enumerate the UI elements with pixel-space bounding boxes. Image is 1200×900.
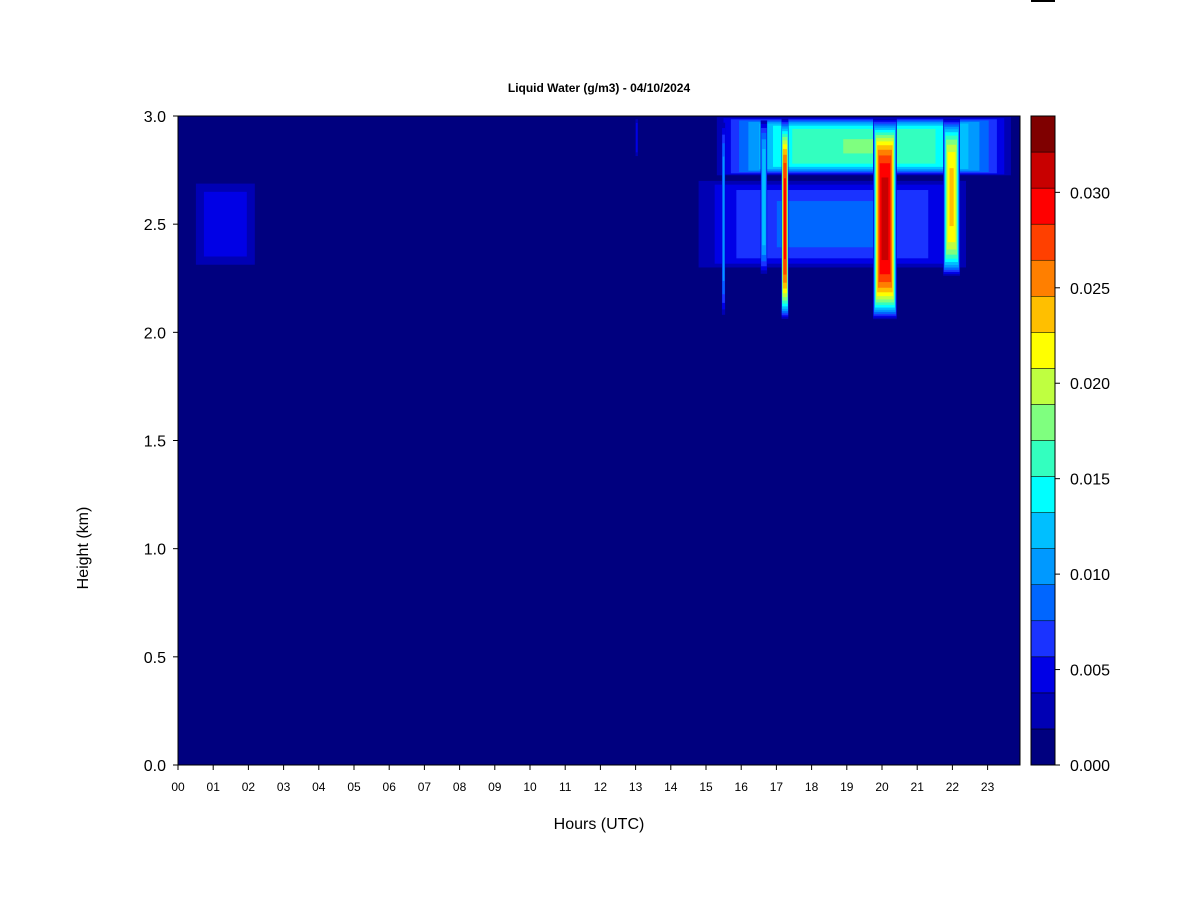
- x-tick-label: 09: [488, 780, 502, 794]
- x-tick-label: 07: [418, 780, 432, 794]
- colorbar-segment: [1030, 584, 1056, 622]
- colorbar-segment: [1030, 115, 1056, 153]
- colorbar-segment: [1030, 548, 1056, 585]
- x-axis-label: Hours (UTC): [554, 816, 645, 833]
- colorbar: 0.000 0.005 0.010 0.015 0.020 0.025 0.030: [1030, 115, 1110, 775]
- y-axis-label: Height (km): [75, 507, 92, 590]
- colorbar-segment: [1030, 656, 1056, 694]
- colorbar-segment: [1030, 368, 1056, 405]
- x-tick-label: 03: [277, 780, 291, 794]
- x-tick-label: 23: [981, 780, 995, 794]
- x-tick-label: 08: [453, 780, 467, 794]
- x-tick-label: 02: [242, 780, 256, 794]
- x-tick-label: 01: [207, 780, 221, 794]
- y-tick-label: 0.0: [144, 758, 166, 775]
- corner-mark: [1031, 0, 1055, 2]
- colorbar-segment: [1030, 620, 1056, 658]
- colorbar-segment: [1030, 187, 1056, 225]
- x-tick-label: 17: [770, 780, 784, 794]
- x-tick-label: 19: [840, 780, 854, 794]
- x-tick-label: 16: [735, 780, 749, 794]
- x-axis: 00 01 02 03 04 05 06 07 08 09 10 11 12 13 14 15 16 17 18 19…: [171, 765, 995, 794]
- chart-title: Liquid Water (g/m3) - 04/10/2024: [508, 81, 691, 95]
- colorbar-segment: [1030, 223, 1056, 261]
- heatmap-cell: [635, 122, 638, 153]
- x-tick-label: 22: [946, 780, 960, 794]
- colorbar-segment: [1030, 728, 1056, 766]
- colorbar-segment: [1030, 404, 1056, 441]
- heatmap-cell: [783, 178, 786, 260]
- x-tick-label: 11: [559, 780, 572, 794]
- heatmap-cell: [881, 177, 889, 261]
- colorbar-tick-label: 0.030: [1070, 185, 1110, 202]
- y-tick-label: 1.0: [144, 542, 166, 559]
- x-tick-label: 20: [875, 780, 889, 794]
- x-tick-label: 14: [664, 780, 678, 794]
- colorbar-segment: [1030, 296, 1056, 333]
- plot-area: [177, 115, 1021, 766]
- y-tick-label: 2.0: [144, 325, 166, 342]
- x-tick-label: 00: [171, 780, 185, 794]
- heatmap-cell: [203, 191, 247, 257]
- colorbar-segment: [1030, 440, 1056, 477]
- colorbar-tick-label: 0.005: [1070, 663, 1110, 680]
- x-tick-label: 15: [699, 780, 713, 794]
- colorbar-segment: [1030, 512, 1056, 549]
- y-tick-label: 0.5: [144, 650, 166, 667]
- y-axis: 0.0 0.5 1.0 1.5 2.0 2.5 3.0: [144, 109, 178, 775]
- heatmap-cell: [776, 201, 888, 248]
- x-tick-label: 13: [629, 780, 643, 794]
- y-tick-label: 1.5: [144, 434, 166, 451]
- colorbar-segment: [1030, 476, 1056, 513]
- x-tick-label: 10: [523, 780, 537, 794]
- x-tick-label: 06: [383, 780, 397, 794]
- x-tick-label: 05: [347, 780, 361, 794]
- heatmap-cell: [762, 149, 766, 246]
- colorbar-segment: [1030, 151, 1056, 189]
- colorbar-segment: [1030, 692, 1056, 730]
- colorbar-tick-label: 0.015: [1070, 472, 1110, 489]
- heatmap-cell: [722, 156, 725, 281]
- x-tick-label: 04: [312, 780, 326, 794]
- colorbar-tick-label: 0.025: [1070, 281, 1110, 298]
- x-tick-label: 21: [911, 780, 925, 794]
- y-tick-label: 2.5: [144, 217, 166, 234]
- colorbar-tick-label: 0.010: [1070, 567, 1110, 584]
- colorbar-frame: [1030, 115, 1056, 766]
- colorbar-tick-label: 0.020: [1070, 376, 1110, 393]
- heatmap-features: [195, 117, 1011, 320]
- x-tick-label: 12: [594, 780, 608, 794]
- x-tick-label: 18: [805, 780, 819, 794]
- y-tick-label: 3.0: [144, 109, 166, 126]
- heatmap-cell: [949, 168, 954, 227]
- colorbar-tick-label: 0.000: [1070, 758, 1110, 775]
- colorbar-segment: [1030, 259, 1056, 297]
- colorbar-segment: [1030, 332, 1056, 369]
